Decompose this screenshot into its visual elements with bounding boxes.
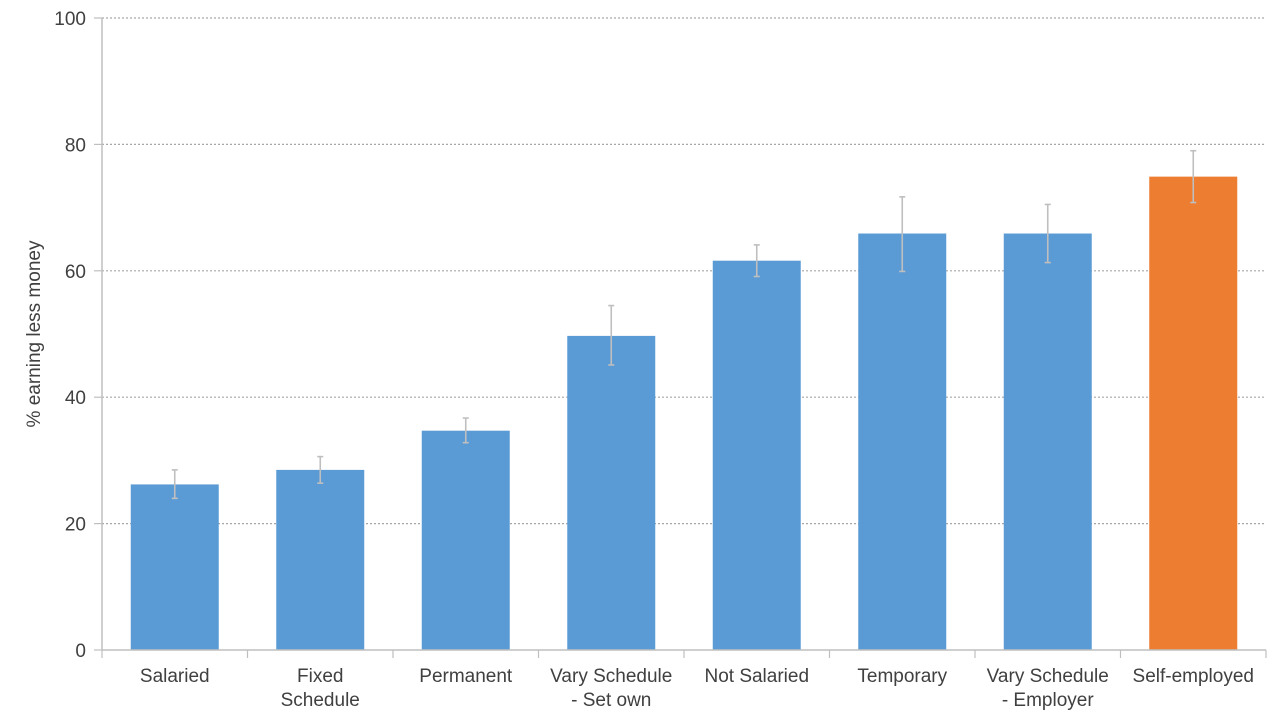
x-tick-label: Not Salaried bbox=[704, 666, 809, 687]
x-tick-label: Temporary bbox=[857, 666, 947, 687]
bar bbox=[858, 233, 947, 650]
y-tick-label: 80 bbox=[65, 135, 86, 156]
x-tick-label: Fixed Schedule bbox=[281, 666, 360, 711]
x-tick-label: Permanent bbox=[419, 666, 513, 687]
x-tick-label: Vary Schedule - Set own bbox=[550, 666, 672, 711]
y-tick-label: 20 bbox=[65, 515, 86, 536]
y-axis-title: % earning less money bbox=[24, 240, 45, 427]
x-tick-label: Self-employed bbox=[1133, 666, 1254, 687]
y-tick-label: 60 bbox=[65, 262, 86, 283]
bar bbox=[1003, 233, 1092, 650]
x-tick-label: Salaried bbox=[140, 666, 210, 687]
bars bbox=[130, 176, 1238, 650]
x-tick-label: Vary Schedule - Employer bbox=[987, 666, 1109, 711]
y-tick-label: 100 bbox=[54, 9, 86, 30]
y-tick-label: 40 bbox=[65, 388, 86, 409]
bar bbox=[567, 335, 656, 650]
bar bbox=[421, 430, 510, 650]
axes bbox=[101, 18, 1267, 658]
bar bbox=[1149, 176, 1238, 650]
bar bbox=[130, 484, 219, 650]
error-bars bbox=[171, 149, 1197, 500]
bar bbox=[712, 260, 801, 650]
y-tick-label: 0 bbox=[75, 641, 86, 662]
y-axis-tick-labels: 0 20 40 60 80 100 bbox=[54, 9, 86, 662]
bar bbox=[276, 469, 365, 650]
x-axis-tick-labels: Salaried Fixed Schedule Permanent Vary Sched… bbox=[140, 666, 1254, 711]
